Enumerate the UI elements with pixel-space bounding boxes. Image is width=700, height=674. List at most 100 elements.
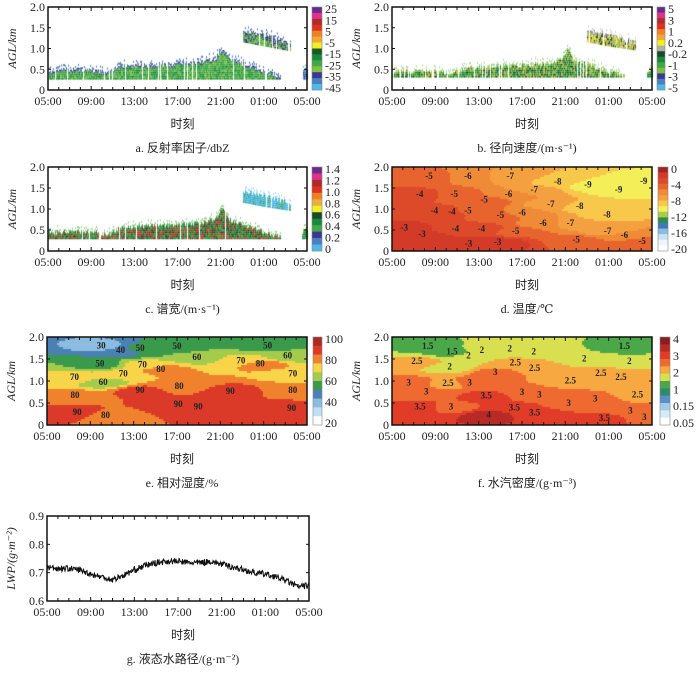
panel-caption: c. 谱宽/(m·s⁻¹) — [145, 301, 220, 316]
panel-c: 05:00 09:00 13:00 17:00 21:00 01:00 05:0000.51… — [5, 160, 340, 316]
colorbar-swatch — [657, 51, 665, 58]
plot-frame — [47, 6, 308, 91]
colorbar-label: 80 — [325, 353, 337, 367]
contour-label: -4 — [452, 223, 460, 233]
colorbar-swatch — [660, 373, 670, 382]
x-tick-label: 21:00 — [207, 429, 234, 443]
x-tick-label: 01:00 — [250, 94, 277, 108]
y-tick-label: 0.5 — [30, 62, 45, 76]
contour-label: -9 — [615, 184, 623, 194]
contour-label: 3 — [628, 405, 633, 415]
colorbar-label: 0.6 — [325, 208, 340, 222]
y-tick-label: 0.5 — [374, 62, 389, 76]
panel-b: 05:00 09:00 13:00 17:00 21:00 01:00 05:0000.51… — [349, 0, 687, 155]
x-tick-label: 09:00 — [422, 94, 449, 108]
contour-label: 3.5 — [509, 402, 521, 412]
colorbar-swatch — [313, 381, 322, 391]
contour-label: -9 — [584, 180, 592, 190]
x-tick-label: 17:00 — [508, 429, 535, 443]
colorbar-frame — [659, 336, 671, 426]
x-axis-title: 时刻 — [170, 452, 194, 466]
contour-label: -5 — [638, 236, 646, 246]
y-tick-label: 0.9 — [29, 509, 44, 523]
panel-d: -5 -6 -7-8 -9 -9-9-4 -5-5-6 -7-7 -8-8-4 -4 -5 -5 -6… — [349, 160, 687, 316]
contour-label: 60 — [99, 377, 109, 387]
contour-label: 80 — [156, 364, 166, 374]
colorbar-label: 1.4 — [325, 162, 340, 176]
contour-label: 70 — [70, 372, 80, 382]
panel-caption: b. 径向速度/(m·s⁻¹) — [477, 140, 576, 155]
x-axis-title: 时刻 — [515, 278, 539, 292]
colorbar-label: 1.2 — [325, 173, 340, 187]
y-tick-label: 0 — [383, 418, 389, 432]
contour-label: 80 — [70, 390, 80, 400]
x-tick-label: 09:00 — [422, 255, 449, 269]
x-tick-label: 09:00 — [77, 94, 104, 108]
colorbar-label: -1 — [668, 58, 678, 72]
y-axis-title: AGL/km — [349, 189, 363, 230]
contour-label: 50 — [136, 343, 146, 353]
x-tick-label: 05:00 — [295, 605, 322, 619]
x-tick-label: 01:00 — [252, 605, 279, 619]
colorbar-swatch — [313, 345, 322, 355]
contour-label: -4 — [478, 223, 486, 233]
x-tick-label: 13:00 — [121, 94, 148, 108]
colorbar-label: -20 — [671, 242, 687, 256]
colorbar-label: 4 — [673, 332, 679, 346]
panel-caption: e. 相对湿度/% — [146, 475, 219, 490]
contour-label: 2 — [627, 356, 632, 366]
colorbar-label: 0.4 — [325, 219, 340, 233]
colorbar-swatch — [657, 56, 665, 63]
colorbar-label: 5 — [325, 25, 331, 39]
colorbar-swatch — [312, 212, 322, 219]
y-tick-label: 0.7 — [29, 566, 44, 580]
x-tick-label: 01:00 — [250, 255, 277, 269]
colorbar-swatch — [658, 178, 668, 185]
x-tick-label: 09:00 — [77, 429, 104, 443]
contour-label: -7 — [604, 226, 612, 236]
colorbar-swatch — [312, 238, 322, 245]
colorbar-label: 0.15 — [673, 399, 694, 413]
colorbar-swatch — [660, 410, 670, 418]
x-tick-label: 01:00 — [250, 429, 277, 443]
colorbar-swatch — [313, 398, 322, 408]
x-tick-label: 21:00 — [552, 255, 579, 269]
colorbar-swatch — [312, 12, 322, 20]
contour-label: 2 — [507, 343, 512, 353]
colorbar-swatch — [660, 417, 670, 426]
contour-label: 2 — [582, 354, 587, 364]
contour-label: 3 — [493, 367, 498, 377]
panel-g: 05:00 09:00 13:00 17:00 21:00 01:00 05:000.60.… — [4, 509, 323, 666]
colorbar-swatch — [658, 183, 668, 190]
colorbar-swatch — [660, 351, 670, 360]
colorbar-label: -35 — [325, 70, 341, 84]
contour-label: -6 — [518, 207, 526, 217]
x-tick-label: 01:00 — [595, 94, 622, 108]
contour-label: -4 — [431, 206, 439, 216]
colorbar-swatch — [658, 228, 668, 235]
y-tick-label: 1.0 — [374, 374, 389, 388]
colorbar-swatch — [657, 40, 665, 47]
contour-label: -5 — [425, 171, 433, 181]
contour-label: 40 — [116, 345, 126, 355]
colorbar-label: 1.0 — [325, 185, 340, 199]
colorbar-label: 0.2 — [325, 231, 340, 245]
colorbar-label: 0.2 — [668, 36, 683, 50]
x-tick-label: 13:00 — [121, 605, 148, 619]
colorbar-label: 60 — [325, 374, 337, 388]
contour-label: -7 — [507, 171, 515, 181]
colorbar-label: -16 — [671, 226, 687, 240]
colorbar-swatch — [657, 84, 665, 91]
colorbar-swatch — [658, 200, 668, 207]
y-tick-label: 0 — [383, 83, 389, 97]
x-axis-title: 时刻 — [170, 278, 194, 292]
colorbar-swatch — [312, 18, 322, 26]
colorbar-label: 0.05 — [673, 416, 694, 430]
colorbar-swatch — [658, 189, 668, 196]
contour-label: 3 — [449, 402, 454, 412]
panel-caption: g. 液态水路径/(g·m⁻²) — [127, 651, 240, 666]
contour-label: -3 — [494, 237, 502, 247]
contour-label: 3.5 — [529, 408, 541, 418]
colorbar-swatch — [657, 29, 665, 35]
colorbar-swatch — [660, 337, 670, 345]
